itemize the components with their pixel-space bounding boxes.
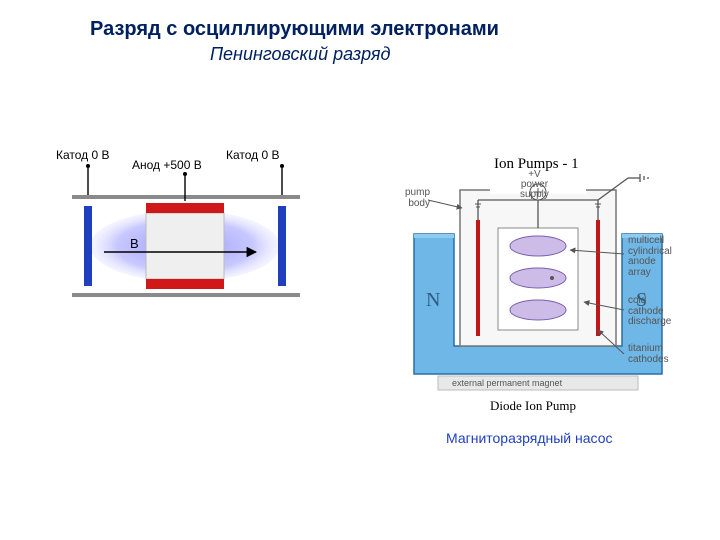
label-anode: Анод +500 В bbox=[132, 158, 202, 172]
anode-body bbox=[146, 213, 224, 279]
label-cathode-left: Катод 0 В bbox=[56, 148, 110, 162]
anode-cell bbox=[510, 300, 566, 320]
bottom-plate bbox=[72, 293, 300, 297]
anode-cell bbox=[510, 268, 566, 288]
terminal-dot bbox=[183, 172, 187, 176]
terminal-dot bbox=[86, 164, 90, 168]
left-diagram bbox=[0, 0, 360, 360]
cathode-left bbox=[84, 206, 92, 286]
label-power-supply: +V power supply bbox=[520, 170, 549, 200]
label-external-magnet: external permanent magnet bbox=[452, 378, 562, 388]
label-cold-cathode: cold cathode discharge bbox=[628, 296, 671, 328]
label-pump-body: pump body bbox=[388, 188, 430, 209]
cathode-right bbox=[278, 206, 286, 286]
label-cathode-right: Катод 0 В bbox=[226, 148, 280, 162]
diode-ion-pump-caption: Diode Ion Pump bbox=[490, 398, 576, 414]
annot-line bbox=[428, 200, 462, 208]
terminal-dot bbox=[280, 164, 284, 168]
magnet-edge bbox=[414, 234, 454, 238]
discharge-dot bbox=[550, 276, 554, 280]
anode-bottom bbox=[146, 279, 224, 289]
bottom-caption: Магниторазрядный насос bbox=[446, 430, 612, 446]
anode-cell bbox=[510, 236, 566, 256]
label-multicell: multicell cylindrical anode array bbox=[628, 236, 672, 278]
anode-top bbox=[146, 203, 224, 213]
top-plate bbox=[72, 195, 300, 199]
label-b-field: B bbox=[130, 236, 139, 251]
ti-cathode-left bbox=[476, 220, 480, 336]
magnet-n-label: N bbox=[426, 289, 440, 311]
ti-cathode-right bbox=[596, 220, 600, 336]
label-ti-cathodes: titanium cathodes bbox=[628, 344, 669, 365]
